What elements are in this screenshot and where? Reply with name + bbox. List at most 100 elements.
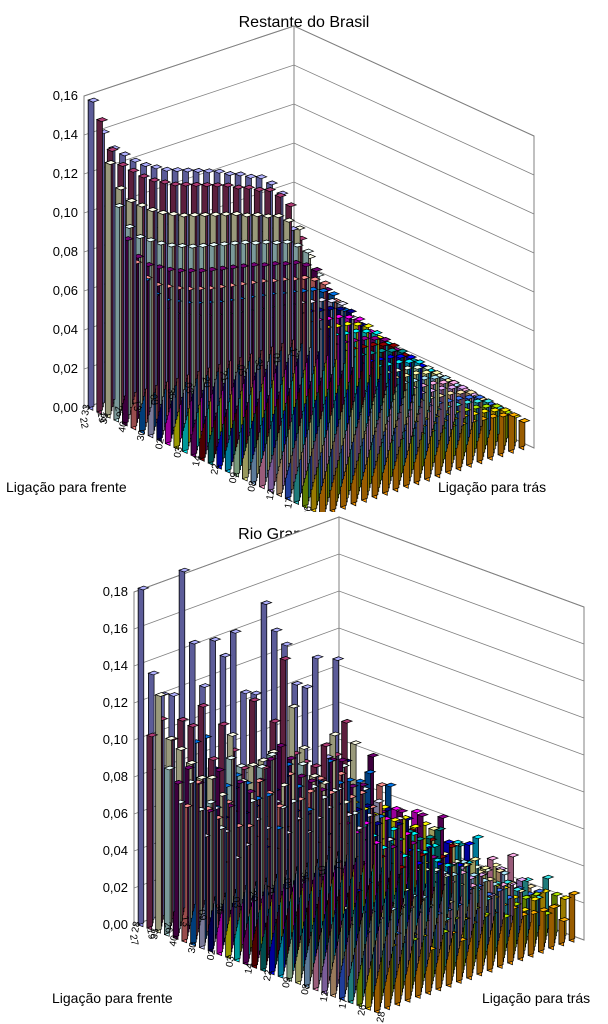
bar-top-face bbox=[219, 211, 233, 217]
x-tick-label: 09 bbox=[195, 909, 208, 922]
y-tick-label: 35 bbox=[99, 412, 112, 425]
bar-top-face bbox=[290, 681, 304, 686]
bar-top-face bbox=[146, 207, 159, 212]
bar-top-face bbox=[328, 731, 342, 737]
bar-top-face bbox=[497, 412, 510, 418]
bar-top-face bbox=[319, 280, 332, 286]
bar-top-face bbox=[320, 742, 333, 748]
bar-top-face bbox=[282, 217, 296, 223]
bar-top-face bbox=[217, 721, 231, 727]
y-tick-label: 12 bbox=[319, 989, 332, 1002]
bar-top-face bbox=[249, 690, 263, 696]
bar-top-face bbox=[428, 374, 441, 380]
y-tick-label: 22 bbox=[262, 969, 275, 982]
bar-top-face bbox=[165, 242, 178, 248]
bar-top-face bbox=[164, 736, 178, 741]
x-tick-label: 09 bbox=[147, 393, 160, 406]
x-tick-label: 35 bbox=[298, 871, 311, 884]
y-tick-label: 26 bbox=[356, 1003, 369, 1016]
bar-top-face bbox=[230, 211, 243, 217]
bar-top-face bbox=[213, 168, 226, 174]
y-tick-label: 14 bbox=[243, 962, 256, 975]
bar-top-face bbox=[284, 202, 298, 208]
y-tick-label: 14 bbox=[191, 454, 204, 467]
bar-side-face bbox=[96, 117, 103, 413]
bar-top-face bbox=[486, 855, 499, 861]
bar-top-face bbox=[385, 347, 399, 353]
y-tick-label: 30 bbox=[136, 429, 149, 442]
bar-top-face bbox=[317, 288, 330, 293]
bar bbox=[163, 765, 176, 937]
bar bbox=[507, 412, 521, 454]
z-tick-label: 0,04 bbox=[103, 843, 128, 858]
bar-top-face bbox=[280, 641, 294, 647]
bar-top-face bbox=[404, 354, 418, 360]
bar-top-face bbox=[188, 639, 201, 645]
bar-top-face bbox=[349, 740, 362, 745]
bar-top-face bbox=[464, 389, 478, 395]
bar-top-face bbox=[296, 761, 310, 766]
bar-top-face bbox=[125, 198, 138, 203]
bar-top-face bbox=[229, 629, 242, 634]
bar-top-face bbox=[547, 904, 561, 909]
z-tick-label: 0,18 bbox=[103, 584, 128, 599]
y-tick-label: 08 bbox=[246, 479, 259, 492]
bar-top-face bbox=[255, 174, 268, 180]
gridline bbox=[133, 627, 585, 719]
bar-top-face bbox=[246, 762, 260, 767]
bar-top-face bbox=[150, 164, 163, 170]
y-tick-label: 12 bbox=[265, 488, 278, 501]
z-tick-label: 0,02 bbox=[103, 880, 128, 895]
bar-top-face bbox=[144, 237, 157, 243]
bar-top-face bbox=[468, 856, 482, 862]
bar-side-face bbox=[104, 160, 112, 417]
bar-top-face bbox=[279, 656, 292, 661]
chart-panel-restante-do-brasil: Restante do Brasil 0,00 0,02 0,04 0,06 0,08 0… bbox=[6, 14, 546, 512]
bar-top-face bbox=[135, 202, 149, 208]
bar-top-face bbox=[182, 765, 195, 770]
bar-top-face bbox=[394, 353, 407, 359]
bar-top-face bbox=[129, 157, 142, 163]
bar-top-face bbox=[308, 276, 321, 282]
bar-top-face bbox=[410, 808, 424, 814]
bar-top-face bbox=[430, 370, 443, 375]
bar-top-face bbox=[232, 184, 245, 190]
bar-top-face bbox=[327, 291, 341, 297]
bar-top-face bbox=[442, 839, 456, 845]
z-tick-label: 0,08 bbox=[53, 244, 78, 259]
bar-top-face bbox=[427, 826, 441, 831]
x-tick-label: 20 bbox=[200, 376, 213, 389]
y-tick-label: 17 bbox=[337, 996, 350, 1009]
bar-top-face bbox=[251, 212, 264, 218]
bar-side-face bbox=[164, 765, 171, 935]
y-tick-label: 28 bbox=[375, 1010, 388, 1023]
y-tick-label: 02 bbox=[154, 437, 167, 450]
bar-top-face bbox=[366, 753, 380, 758]
bar-top-face bbox=[186, 243, 199, 249]
bar-top-face bbox=[223, 171, 237, 176]
bar-top-face bbox=[208, 637, 222, 642]
chart-canvas-rio-grande-do-sul: 0,000,020,040,060,080,100,120,140,160,18… bbox=[52, 516, 590, 1024]
bar-top-face bbox=[325, 298, 339, 304]
bar-top-face bbox=[259, 239, 273, 245]
bar-top-face bbox=[244, 173, 258, 179]
bar-side-face bbox=[137, 585, 145, 926]
chart-panel-rio-grande-do-sul: Rio Grande do Sul 0,000,020,040,060,080,… bbox=[0, 512, 608, 1024]
bar-top-face bbox=[156, 210, 170, 215]
bar-top-face bbox=[360, 328, 373, 334]
y-tick-label: 03 bbox=[224, 955, 237, 968]
y-tick-label: 17 bbox=[283, 496, 296, 509]
bar-top-face bbox=[158, 179, 172, 185]
bar-top-face bbox=[421, 365, 435, 371]
bar-top-face bbox=[511, 887, 524, 892]
chart-canvas-restante-do-brasil: 0,000,020,040,060,080,100,120,140,161701… bbox=[6, 25, 546, 512]
x-tick-label: 03 bbox=[230, 896, 243, 909]
bar-top-face bbox=[265, 752, 279, 757]
bar-top-face bbox=[372, 798, 386, 804]
gridline bbox=[133, 516, 585, 608]
bar-top-face bbox=[331, 656, 345, 661]
z-tick-label: 0,16 bbox=[103, 621, 128, 636]
bar-top-face bbox=[521, 877, 534, 882]
y-tick-label: 08 bbox=[300, 983, 313, 996]
y-tick-label: 03 bbox=[172, 446, 185, 459]
